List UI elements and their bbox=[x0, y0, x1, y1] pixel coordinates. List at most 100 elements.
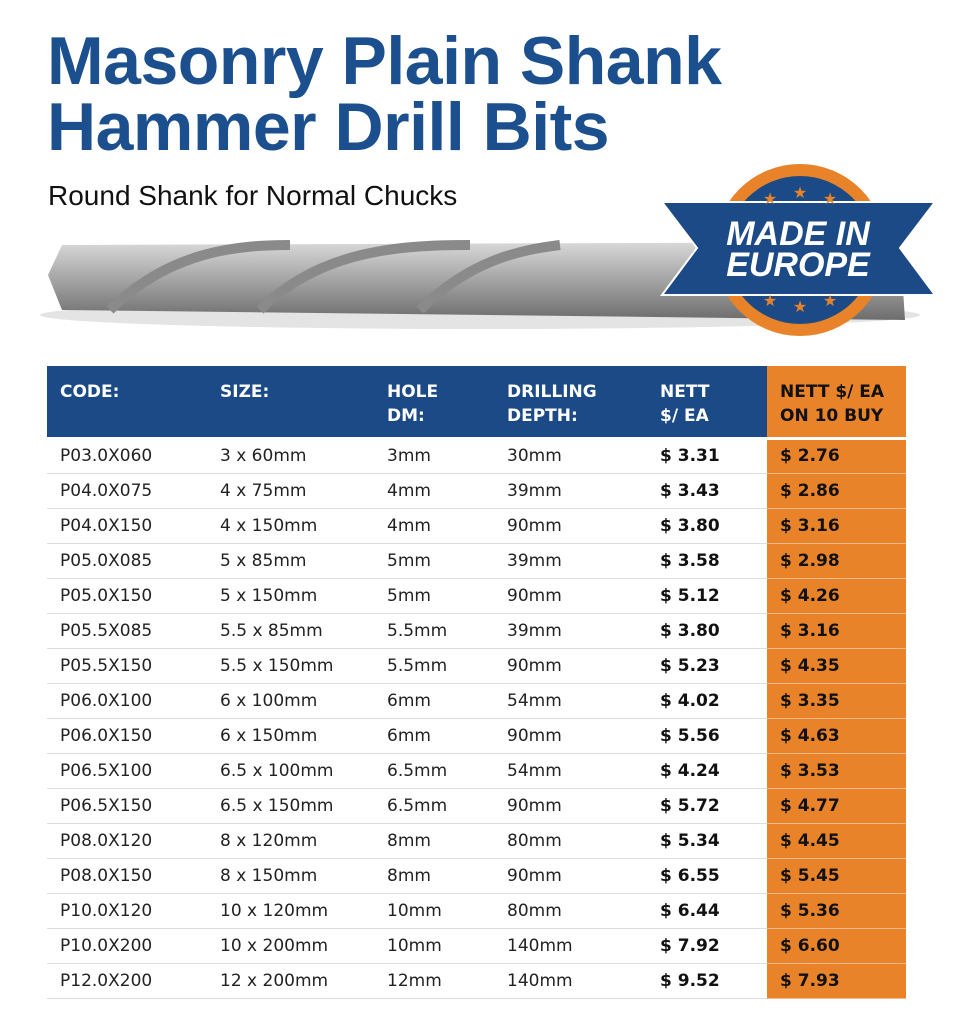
table-cell: 80mm bbox=[494, 893, 647, 929]
table-cell: 54mm bbox=[494, 683, 647, 719]
table-cell: $ 4.35 bbox=[767, 648, 906, 684]
table-row: P04.0X150 4 x 150mm 4mm 90mm $ 3.80 $ 3.16 bbox=[47, 508, 906, 544]
table-cell: $ 4.45 bbox=[767, 823, 906, 859]
price-table: CODE: SIZE: HOLE DM: DRILLING DEPTH: NETT $/ EA… bbox=[47, 366, 906, 999]
table-cell: $ 3.16 bbox=[767, 613, 906, 649]
table-cell: P08.0X150 bbox=[47, 858, 207, 894]
table-cell: 54mm bbox=[494, 753, 647, 789]
table-cell: $ 6.60 bbox=[767, 928, 906, 964]
table-cell: $ 5.23 bbox=[647, 648, 767, 684]
table-cell: $ 3.53 bbox=[767, 753, 906, 789]
table-cell: 3mm bbox=[374, 436, 494, 474]
table-cell: 5.5 x 150mm bbox=[207, 648, 374, 684]
table-cell: $ 3.16 bbox=[767, 508, 906, 544]
table-cell: 6.5 x 100mm bbox=[207, 753, 374, 789]
table-cell: $ 7.92 bbox=[647, 928, 767, 964]
table-cell: 5.5mm bbox=[374, 613, 494, 649]
title: Masonry Plain Shank Hammer Drill Bits bbox=[47, 27, 722, 161]
table-cell: P06.0X100 bbox=[47, 683, 207, 719]
table-cell: $ 3.31 bbox=[647, 436, 767, 474]
table-cell: 4mm bbox=[374, 473, 494, 509]
table-cell: P05.0X085 bbox=[47, 543, 207, 579]
table-cell: 90mm bbox=[494, 578, 647, 614]
table-cell: 39mm bbox=[494, 473, 647, 509]
badge-text: EUROPE bbox=[726, 246, 871, 284]
table-cell: 90mm bbox=[494, 858, 647, 894]
table-cell: 6 x 100mm bbox=[207, 683, 374, 719]
header-line: HOLE bbox=[387, 382, 439, 402]
svg-text:★: ★ bbox=[823, 189, 837, 208]
table-row: P06.0X100 6 x 100mm 6mm 54mm $ 4.02 $ 3.35 bbox=[47, 683, 906, 719]
table-cell: 5 x 85mm bbox=[207, 543, 374, 579]
table-cell: $ 2.86 bbox=[767, 473, 906, 509]
table-cell: $ 3.35 bbox=[767, 683, 906, 719]
table-cell: 10mm bbox=[374, 928, 494, 964]
table-row: P12.0X200 12 x 200mm 12mm 140mm $ 9.52 $ 7.93 bbox=[47, 963, 906, 999]
table-cell: $ 2.76 bbox=[767, 436, 906, 474]
column-header: SIZE: bbox=[207, 366, 374, 438]
column-header: NETT $/ EA ON 10 BUY bbox=[767, 366, 906, 438]
table-cell: 6mm bbox=[374, 718, 494, 754]
table-cell: 6.5 x 150mm bbox=[207, 788, 374, 824]
header-line: SIZE: bbox=[220, 382, 270, 402]
table-cell: 140mm bbox=[494, 928, 647, 964]
header-line: $/ EA bbox=[660, 406, 709, 426]
table-cell: $ 3.80 bbox=[647, 508, 767, 544]
table-row: P06.5X100 6.5 x 100mm 6.5mm 54mm $ 4.24 $ 3.5… bbox=[47, 753, 906, 789]
table-cell: P05.0X150 bbox=[47, 578, 207, 614]
table-cell: $ 5.34 bbox=[647, 823, 767, 859]
badge: ★ ★ ★ ★ ★ ★ MADE IN EUROPE bbox=[659, 164, 938, 336]
table-cell: 8mm bbox=[374, 858, 494, 894]
table-cell: 6mm bbox=[374, 683, 494, 719]
table-cell: 140mm bbox=[494, 963, 647, 999]
table-cell: $ 4.02 bbox=[647, 683, 767, 719]
table-cell: $ 5.56 bbox=[647, 718, 767, 754]
table-row: P06.0X150 6 x 150mm 6mm 90mm $ 5.56 $ 4.63 bbox=[47, 718, 906, 754]
table-cell: 5mm bbox=[374, 543, 494, 579]
table-cell: 5 x 150mm bbox=[207, 578, 374, 614]
table-row: P08.0X120 8 x 120mm 8mm 80mm $ 5.34 $ 4.45 bbox=[47, 823, 906, 859]
product-art: ★ ★ ★ ★ ★ ★ MADE IN EUROPE bbox=[40, 164, 938, 336]
table-cell: $ 4.26 bbox=[767, 578, 906, 614]
table-cell: P05.5X150 bbox=[47, 648, 207, 684]
table-cell: 5.5 x 85mm bbox=[207, 613, 374, 649]
table-cell: 90mm bbox=[494, 718, 647, 754]
table-cell: $ 3.58 bbox=[647, 543, 767, 579]
table-cell: 6.5mm bbox=[374, 788, 494, 824]
table-cell: 90mm bbox=[494, 648, 647, 684]
column-header: NETT $/ EA bbox=[647, 366, 767, 438]
table-cell: P05.5X085 bbox=[47, 613, 207, 649]
table-cell: 4 x 75mm bbox=[207, 473, 374, 509]
svg-text:★: ★ bbox=[763, 291, 777, 310]
table-cell: 10mm bbox=[374, 893, 494, 929]
table-cell: P06.5X100 bbox=[47, 753, 207, 789]
table-cell: 10 x 200mm bbox=[207, 928, 374, 964]
table-cell: 80mm bbox=[494, 823, 647, 859]
badge-text: MADE IN bbox=[726, 215, 871, 253]
table-cell: $ 2.98 bbox=[767, 543, 906, 579]
table-cell: 8 x 120mm bbox=[207, 823, 374, 859]
table-cell: $ 5.72 bbox=[647, 788, 767, 824]
table-cell: P06.5X150 bbox=[47, 788, 207, 824]
table-cell: 4 x 150mm bbox=[207, 508, 374, 544]
table-cell: $ 4.24 bbox=[647, 753, 767, 789]
header-line: ON 10 BUY bbox=[780, 406, 884, 426]
table-row: P10.0X120 10 x 120mm 10mm 80mm $ 6.44 $ 5.36 bbox=[47, 893, 906, 929]
header-line: NETT bbox=[660, 382, 710, 402]
table-cell: 39mm bbox=[494, 613, 647, 649]
table-cell: P12.0X200 bbox=[47, 963, 207, 999]
table-cell: 8 x 150mm bbox=[207, 858, 374, 894]
table-cell: 39mm bbox=[494, 543, 647, 579]
column-header: HOLE DM: bbox=[374, 366, 494, 438]
table-cell: $ 7.93 bbox=[767, 963, 906, 999]
subtitle: Round Shank for Normal Chucks bbox=[48, 180, 458, 211]
table-cell: $ 3.80 bbox=[647, 613, 767, 649]
table-row: P10.0X200 10 x 200mm 10mm 140mm $ 7.92 $ 6.60 bbox=[47, 928, 906, 964]
table-cell: 30mm bbox=[494, 436, 647, 474]
table-row: P04.0X075 4 x 75mm 4mm 39mm $ 3.43 $ 2.86 bbox=[47, 473, 906, 509]
table-cell: 8mm bbox=[374, 823, 494, 859]
table-cell: P04.0X075 bbox=[47, 473, 207, 509]
svg-text:★: ★ bbox=[793, 183, 807, 202]
table-cell: 12 x 200mm bbox=[207, 963, 374, 999]
